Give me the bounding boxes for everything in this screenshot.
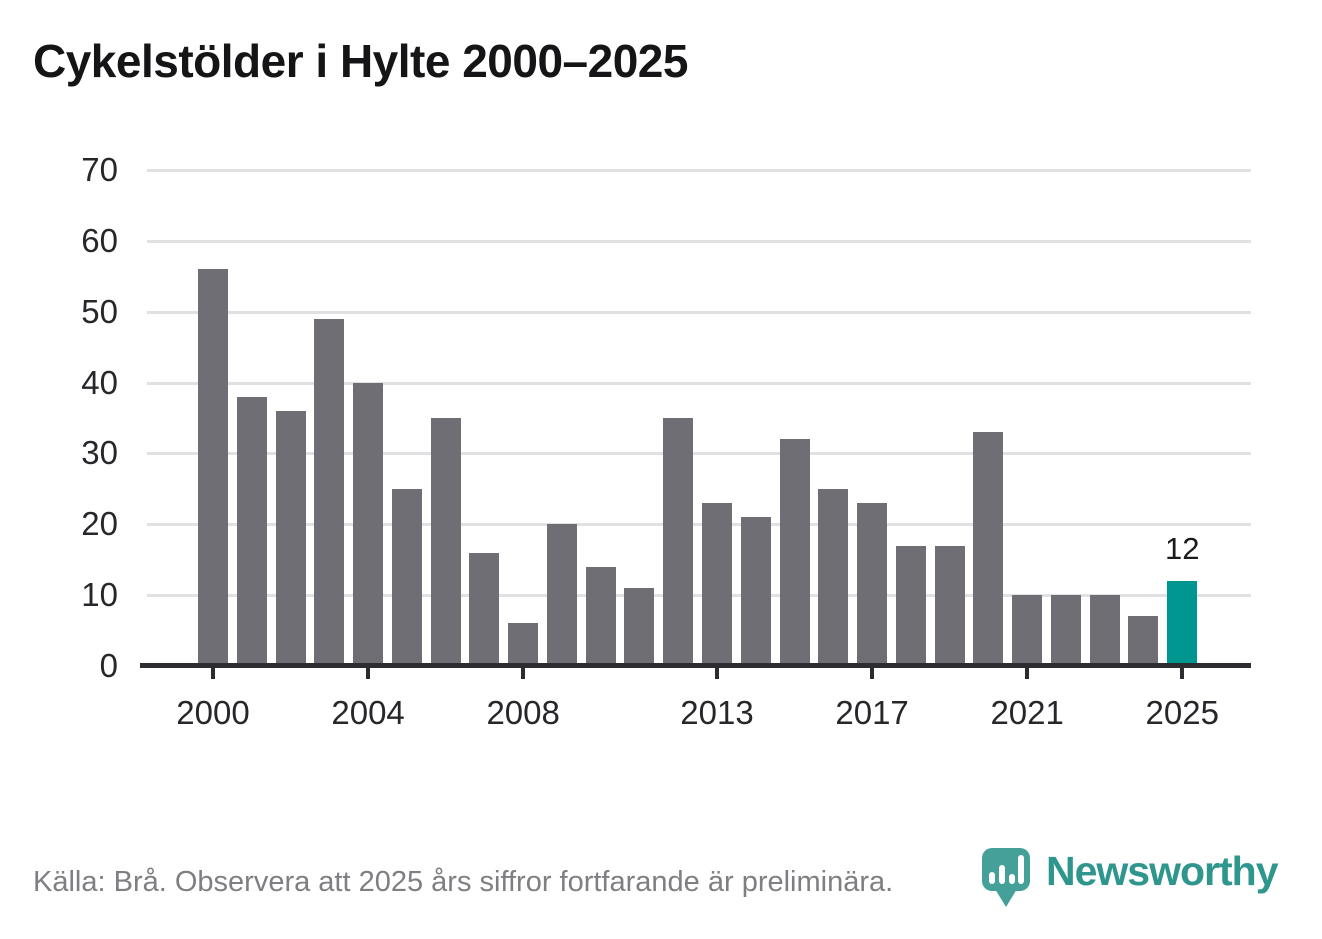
bar xyxy=(1089,595,1120,666)
bar xyxy=(1050,595,1081,666)
bar xyxy=(857,503,888,666)
bar xyxy=(702,503,732,666)
x-axis-tick xyxy=(1180,668,1185,679)
bar-chart-plot-area: 12 0 10 20 30 40 50 60 70 2000 2004 2008 2013 2017 20… xyxy=(81,151,1251,731)
y-axis-tick-label: 30 xyxy=(81,434,118,472)
y-axis-tick-label: 50 xyxy=(81,292,118,330)
gridline xyxy=(147,452,1251,456)
y-axis-tick-label: 70 xyxy=(81,151,118,188)
bar xyxy=(779,439,810,666)
newsworthy-pin-icon xyxy=(982,848,1030,891)
logo-bar-icon xyxy=(1009,874,1015,884)
bar xyxy=(469,552,500,666)
gridline xyxy=(147,381,1251,385)
x-axis-tick-label: 2013 xyxy=(680,694,754,731)
y-axis-tick-label: 20 xyxy=(81,505,118,543)
bar xyxy=(895,545,926,666)
x-axis-tick xyxy=(521,668,526,679)
x-axis-tick-label: 2021 xyxy=(990,694,1064,731)
x-axis-line xyxy=(140,663,1251,668)
x-axis-tick-label: 2008 xyxy=(486,694,560,731)
bar xyxy=(236,396,267,666)
bar xyxy=(1167,580,1198,666)
bar xyxy=(353,382,384,666)
gridline xyxy=(147,239,1251,243)
logo-bar-icon xyxy=(999,865,1005,884)
y-axis-tick-label: 40 xyxy=(81,363,118,401)
bar xyxy=(1128,616,1159,666)
x-axis-tick xyxy=(211,668,215,679)
x-axis-tick xyxy=(1025,668,1030,679)
bar xyxy=(314,318,345,666)
y-axis-tick-label: 10 xyxy=(81,576,118,614)
x-axis-tick xyxy=(366,668,371,679)
source-note: Källa: Brå. Observera att 2025 års siffr… xyxy=(33,866,894,898)
bar xyxy=(624,588,655,666)
bar xyxy=(275,410,306,666)
bar xyxy=(508,623,539,666)
bar xyxy=(973,432,1004,666)
bar xyxy=(1012,595,1043,666)
bar xyxy=(430,418,461,666)
gridline xyxy=(147,310,1251,314)
bar xyxy=(934,545,965,666)
bar xyxy=(585,566,616,666)
bar xyxy=(740,517,771,666)
y-axis-tick-label: 60 xyxy=(81,221,118,259)
y-axis-tick-label: 0 xyxy=(99,647,118,684)
x-axis-tick-label: 2000 xyxy=(176,694,250,731)
bar xyxy=(391,488,422,666)
newsworthy-wordmark: Newsworthy xyxy=(1046,848,1278,894)
gridline xyxy=(147,523,1251,527)
bar xyxy=(818,488,849,666)
bar xyxy=(198,269,228,666)
chart-title: Cykelstölder i Hylte 2000–2025 xyxy=(33,35,688,87)
x-axis-tick xyxy=(870,668,875,679)
newsworthy-pin-tail-icon xyxy=(995,889,1017,907)
x-axis-tick xyxy=(715,668,719,679)
x-axis-tick-label: 2025 xyxy=(1145,694,1219,731)
logo-bar-icon xyxy=(989,872,995,884)
x-axis-tick-label: 2004 xyxy=(331,694,405,731)
bar xyxy=(546,524,577,666)
highlight-value-label: 12 xyxy=(1165,530,1200,566)
bar xyxy=(663,418,694,666)
x-axis-tick-label: 2017 xyxy=(835,694,909,731)
gridline xyxy=(147,594,1251,598)
gridline xyxy=(147,169,1251,172)
logo-bar-icon xyxy=(1018,855,1024,884)
